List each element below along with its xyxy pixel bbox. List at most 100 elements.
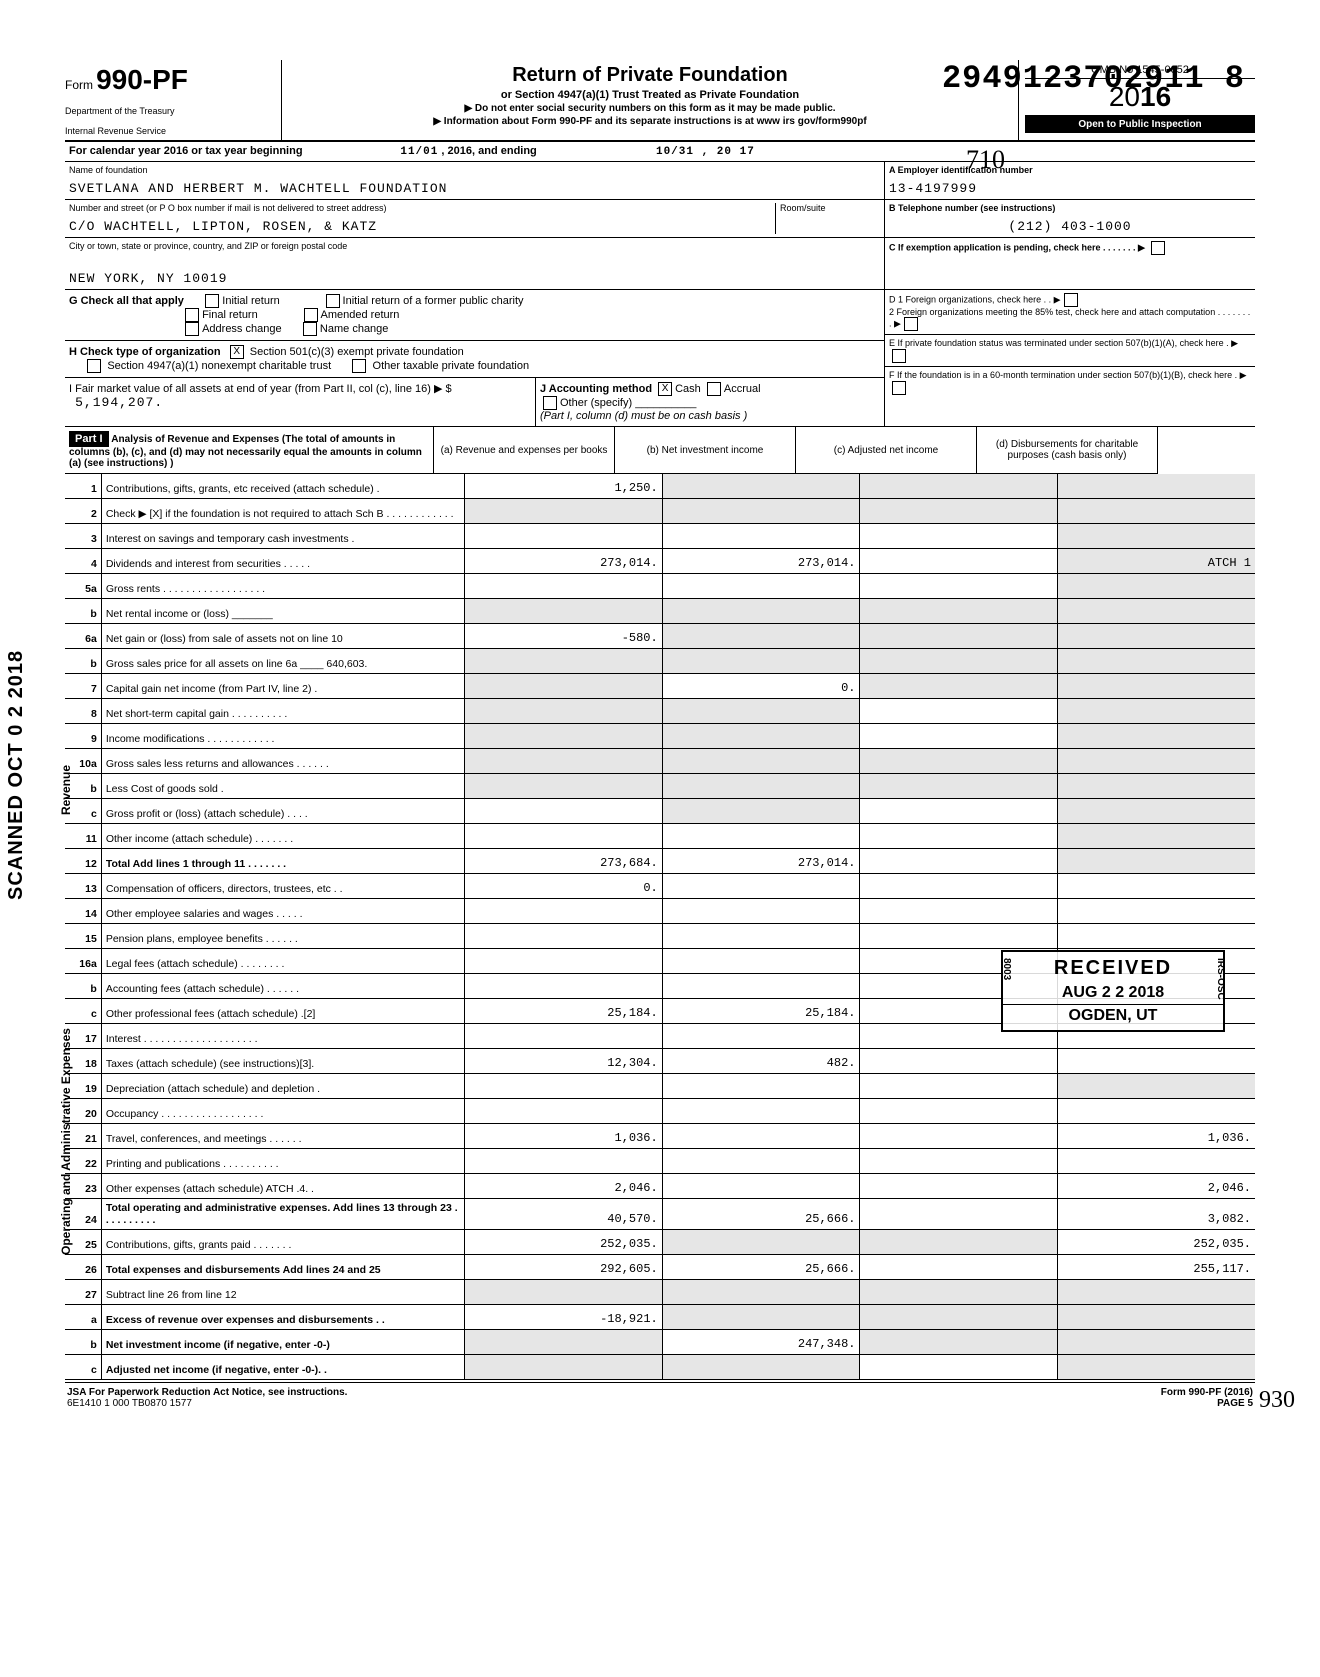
col-a-value [464, 899, 662, 924]
col-a-value [464, 949, 662, 974]
table-row: 14Other employee salaries and wages . . … [65, 899, 1255, 924]
col-a-value: 2,046. [464, 1174, 662, 1199]
row-number: 4 [65, 549, 101, 574]
col-d-value [1058, 1355, 1255, 1380]
col-c-value [860, 724, 1058, 749]
col-b-value [662, 1124, 860, 1149]
d1-checkbox[interactable] [1064, 293, 1078, 307]
g-initial-former-checkbox[interactable] [326, 294, 340, 308]
h-label: H Check type of organization [69, 346, 221, 358]
footer-left-1: JSA For Paperwork Reduction Act Notice, … [67, 1387, 347, 1398]
cal-end: 10/31 , 20 17 [656, 146, 755, 158]
col-b-value [662, 1305, 860, 1330]
row-description: Total expenses and disbursements Add lin… [101, 1255, 464, 1280]
col-b-value [662, 474, 860, 499]
col-b-value [662, 574, 860, 599]
col-d-value [1058, 849, 1255, 874]
part1-black: Part I [69, 431, 109, 447]
j-accrual-checkbox[interactable] [707, 382, 721, 396]
col-d-value: 252,035. [1058, 1230, 1255, 1255]
h-opt-1: Section 501(c)(3) exempt private foundat… [250, 346, 464, 358]
g-initial-checkbox[interactable] [205, 294, 219, 308]
col-c-value [860, 474, 1058, 499]
col-c-value [860, 924, 1058, 949]
row-description: Interest . . . . . . . . . . . . . . . .… [101, 1024, 464, 1049]
col-d-value [1058, 1149, 1255, 1174]
g-final-checkbox[interactable] [185, 308, 199, 322]
col-b-value [662, 599, 860, 624]
col-d-value: 3,082. [1058, 1199, 1255, 1230]
h-501c3-checkbox[interactable]: X [230, 345, 244, 359]
j-cash-checkbox[interactable]: X [658, 382, 672, 396]
table-row: 26Total expenses and disbursements Add l… [65, 1255, 1255, 1280]
col-b-value [662, 799, 860, 824]
col-b-value [662, 774, 860, 799]
irs-line: Internal Revenue Service [65, 126, 275, 136]
c-checkbox[interactable] [1151, 241, 1165, 255]
col-a-value: 1,250. [464, 474, 662, 499]
name-label: Name of foundation [69, 165, 880, 175]
col-b-value: 482. [662, 1049, 860, 1074]
city-state-zip: NEW YORK, NY 10019 [69, 271, 880, 286]
col-c-value [860, 774, 1058, 799]
col-c-value [860, 499, 1058, 524]
col-b-value [662, 1149, 860, 1174]
d2-checkbox[interactable] [904, 317, 918, 331]
table-row: 23Other expenses (attach schedule) ATCH … [65, 1174, 1255, 1199]
col-b-value: 273,014. [662, 849, 860, 874]
col-c-value [860, 699, 1058, 724]
col-c-value [860, 1149, 1058, 1174]
row-number: 1 [65, 474, 101, 499]
col-b-value [662, 974, 860, 999]
col-d-value [1058, 1049, 1255, 1074]
table-row: 11Other income (attach schedule) . . . .… [65, 824, 1255, 849]
col-d-value [1058, 524, 1255, 549]
h-4947-checkbox[interactable] [87, 359, 101, 373]
row-number: 9 [65, 724, 101, 749]
table-row: 13Compensation of officers, directors, t… [65, 874, 1255, 899]
f-checkbox[interactable] [892, 381, 906, 395]
table-row: 25Contributions, gifts, grants paid . . … [65, 1230, 1255, 1255]
col-d-value [1058, 1305, 1255, 1330]
stamp-location: OGDEN, UT [1003, 1004, 1223, 1027]
col-b-value: 25,666. [662, 1255, 860, 1280]
col-a-value [464, 599, 662, 624]
table-row: bGross sales price for all assets on lin… [65, 649, 1255, 674]
row-description: Other professional fees (attach schedule… [101, 999, 464, 1024]
col-c-value [860, 1199, 1058, 1230]
row-description: Contributions, gifts, grants paid . . . … [101, 1230, 464, 1255]
col-c-value [860, 1099, 1058, 1124]
calendar-year-row: For calendar year 2016 or tax year begin… [65, 142, 1255, 162]
col-d-value [1058, 924, 1255, 949]
e-checkbox[interactable] [892, 349, 906, 363]
phone-label: B Telephone number (see instructions) [889, 203, 1251, 213]
part1-header: Part I Analysis of Revenue and Expenses … [65, 427, 1255, 474]
j-other-checkbox[interactable] [543, 396, 557, 410]
col-a-value [464, 724, 662, 749]
col-b-value: 25,666. [662, 1199, 860, 1230]
form-subtitle-3: ▶ Information about Form 990-PF and its … [290, 116, 1010, 127]
col-a-value [464, 649, 662, 674]
g-opt-4: Amended return [321, 309, 400, 321]
col-b-value [662, 1174, 860, 1199]
row-description: Interest on savings and temporary cash i… [101, 524, 464, 549]
col-c-value [860, 849, 1058, 874]
col-b-value: 273,014. [662, 549, 860, 574]
revenue-side-label: Revenue [59, 765, 73, 815]
col-a-value [464, 1099, 662, 1124]
col-d-value [1058, 574, 1255, 599]
row-description: Net gain or (loss) from sale of assets n… [101, 624, 464, 649]
col-c-value [860, 874, 1058, 899]
col-a-value: 273,684. [464, 849, 662, 874]
table-row: cGross profit or (loss) (attach schedule… [65, 799, 1255, 824]
col-a-value: 273,014. [464, 549, 662, 574]
g-address-checkbox[interactable] [185, 322, 199, 336]
g-amended-checkbox[interactable] [304, 308, 318, 322]
col-c-value [860, 1255, 1058, 1280]
row-description: Income modifications . . . . . . . . . .… [101, 724, 464, 749]
row-description: Other employee salaries and wages . . . … [101, 899, 464, 924]
table-row: 22Printing and publications . . . . . . … [65, 1149, 1255, 1174]
h-other-checkbox[interactable] [352, 359, 366, 373]
g-name-checkbox[interactable] [303, 322, 317, 336]
col-b-value [662, 649, 860, 674]
